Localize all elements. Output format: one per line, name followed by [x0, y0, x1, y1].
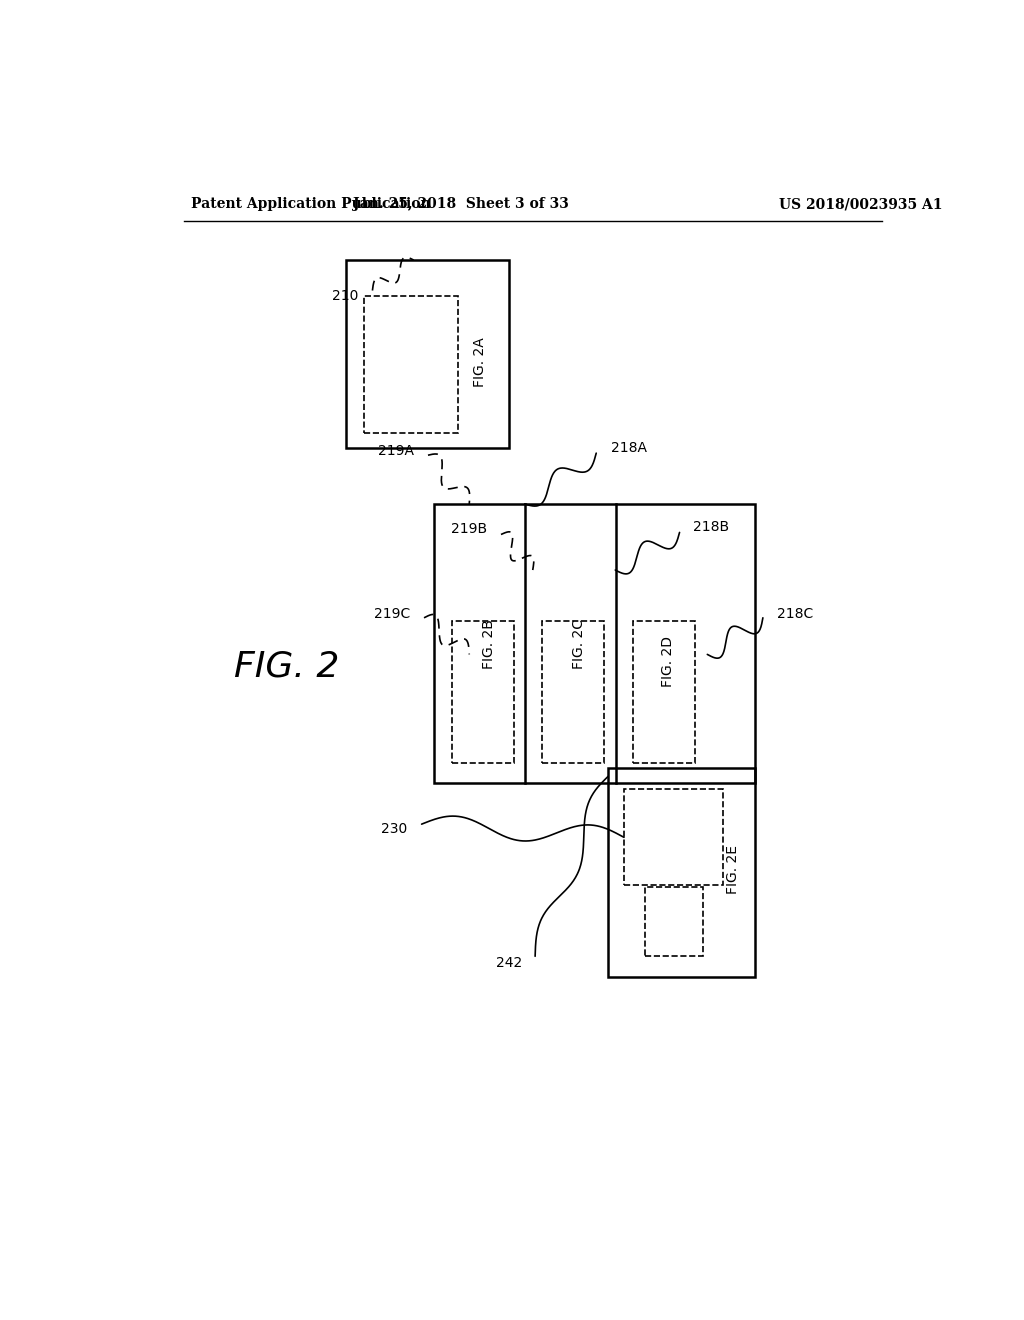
Text: FIG. 2C: FIG. 2C — [571, 619, 586, 669]
Bar — [624, 788, 723, 886]
Text: 219B: 219B — [451, 523, 486, 536]
Text: 219C: 219C — [374, 607, 411, 620]
Bar — [633, 620, 694, 763]
Text: 230: 230 — [381, 822, 408, 837]
Bar — [452, 620, 514, 763]
Text: FIG. 2B: FIG. 2B — [482, 619, 496, 669]
Bar — [543, 620, 604, 763]
Text: Patent Application Publication: Patent Application Publication — [191, 197, 431, 211]
Bar — [608, 768, 755, 977]
Bar — [365, 296, 458, 433]
Text: Jan. 25, 2018  Sheet 3 of 33: Jan. 25, 2018 Sheet 3 of 33 — [353, 197, 569, 211]
Text: 218B: 218B — [693, 520, 729, 535]
Text: FIG. 2A: FIG. 2A — [473, 337, 487, 387]
Text: 219A: 219A — [378, 444, 414, 458]
Text: 218C: 218C — [777, 607, 813, 620]
Text: US 2018/0023935 A1: US 2018/0023935 A1 — [778, 197, 942, 211]
Bar — [346, 260, 509, 447]
Bar — [645, 887, 702, 956]
Text: 210: 210 — [332, 289, 358, 302]
Bar — [433, 504, 755, 784]
Text: 218A: 218A — [610, 441, 646, 455]
Text: FIG. 2D: FIG. 2D — [660, 636, 675, 686]
Text: FIG. 2E: FIG. 2E — [726, 845, 739, 895]
Text: 242: 242 — [497, 957, 522, 970]
Text: FIG. 2: FIG. 2 — [234, 649, 339, 684]
